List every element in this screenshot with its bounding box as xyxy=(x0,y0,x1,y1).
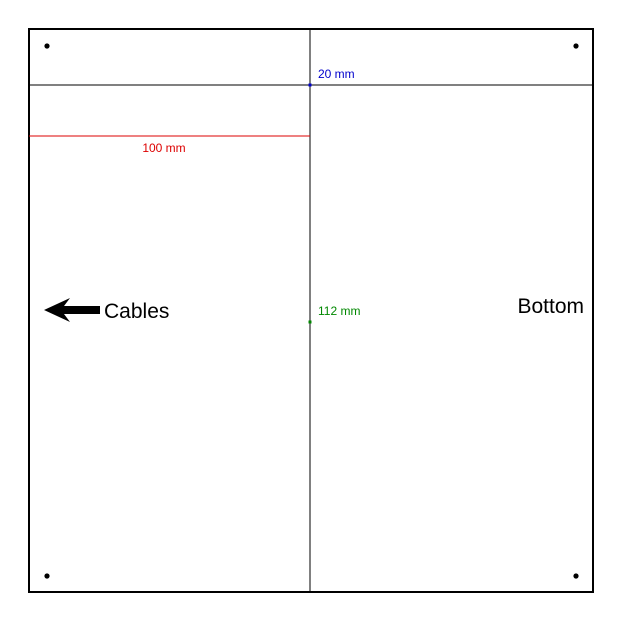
vertical-dimension-label: 112 mm xyxy=(318,304,360,318)
bottom-label: Bottom xyxy=(517,295,584,318)
horizontal-dimension-label: 100 mm xyxy=(142,141,185,155)
mounting-hole-icon xyxy=(573,573,579,579)
mounting-hole-icon xyxy=(44,573,50,579)
arrow-left-icon xyxy=(44,298,100,322)
vertical-dimension-marker xyxy=(308,320,312,324)
top-offset-marker xyxy=(308,83,312,87)
panel-outline xyxy=(28,28,594,593)
top-offset-label: 20 mm xyxy=(318,67,355,81)
mounting-hole-icon xyxy=(573,43,579,49)
cables-label: Cables xyxy=(104,300,169,323)
mounting-hole-icon xyxy=(44,43,50,49)
